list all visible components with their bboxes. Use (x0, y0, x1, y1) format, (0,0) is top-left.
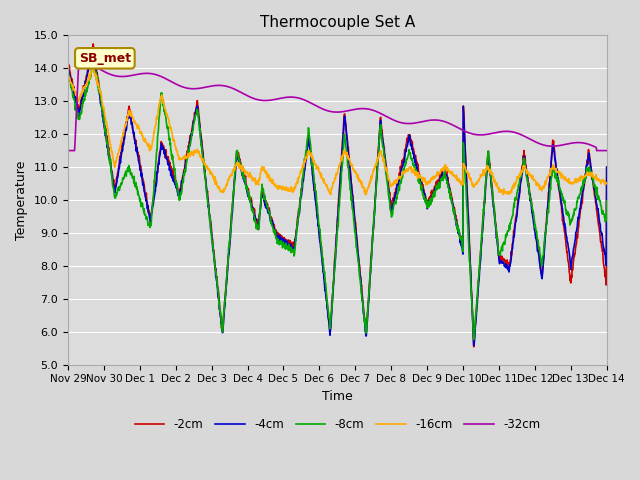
-2cm (371, 201, 379, 206)
Line: -2cm: -2cm (68, 44, 607, 347)
-16cm (371, 163, 379, 168)
-32cm (64, 148, 72, 154)
-2cm (293, 222, 301, 228)
-16cm (106, 141, 114, 147)
-32cm (371, 108, 379, 114)
-2cm (106, 158, 114, 164)
-16cm (603, 180, 611, 186)
Y-axis label: Temperature: Temperature (15, 160, 28, 240)
Text: SB_met: SB_met (79, 52, 131, 65)
-16cm (314, 165, 322, 171)
-4cm (603, 164, 611, 170)
-32cm (75, 58, 83, 63)
Title: Thermocouple Set A: Thermocouple Set A (260, 15, 415, 30)
Line: -8cm: -8cm (68, 65, 607, 340)
-16cm (304, 149, 312, 155)
-8cm (88, 62, 96, 68)
-2cm (64, 59, 72, 64)
-4cm (128, 120, 136, 125)
Legend: -2cm, -4cm, -8cm, -16cm, -32cm: -2cm, -4cm, -8cm, -16cm, -32cm (130, 413, 545, 436)
-8cm (106, 161, 114, 167)
-8cm (470, 337, 477, 343)
Line: -32cm: -32cm (68, 60, 607, 151)
-16cm (293, 180, 301, 186)
-8cm (603, 198, 611, 204)
-4cm (106, 158, 114, 164)
-4cm (64, 65, 72, 71)
Line: -4cm: -4cm (68, 50, 607, 345)
-16cm (90, 66, 97, 72)
-4cm (90, 48, 97, 53)
-8cm (314, 211, 322, 217)
-4cm (304, 139, 312, 145)
-32cm (314, 104, 322, 109)
-2cm (603, 164, 611, 170)
-2cm (470, 344, 477, 349)
-8cm (128, 174, 136, 180)
-2cm (90, 41, 97, 47)
-8cm (64, 66, 72, 72)
-8cm (293, 224, 301, 229)
-16cm (362, 192, 369, 198)
-32cm (106, 72, 114, 77)
-4cm (371, 205, 379, 211)
-32cm (304, 99, 312, 105)
X-axis label: Time: Time (322, 390, 353, 403)
-4cm (293, 224, 301, 230)
-4cm (314, 216, 322, 222)
-32cm (293, 95, 301, 100)
Line: -16cm: -16cm (68, 69, 607, 195)
-2cm (304, 140, 312, 145)
-2cm (128, 121, 136, 127)
-32cm (128, 72, 136, 78)
-8cm (371, 202, 379, 208)
-32cm (603, 148, 611, 154)
-16cm (128, 113, 136, 119)
-16cm (64, 71, 72, 76)
-8cm (304, 132, 312, 138)
-2cm (314, 213, 322, 219)
-4cm (470, 342, 477, 348)
